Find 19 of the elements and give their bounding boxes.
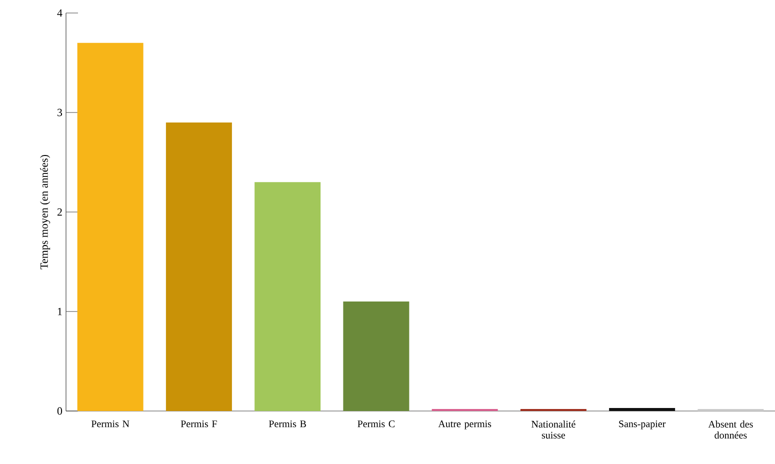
x-tick-label: Permis N: [91, 420, 130, 428]
x-tick-label: Permis B: [268, 420, 306, 428]
bar: [609, 408, 676, 411]
x-tick-label: Autre permis: [438, 420, 492, 430]
y-tick-label: 0: [57, 407, 62, 415]
y-axis-title: Temps moyen (en années): [40, 154, 50, 270]
x-tick-label: Absent des données: [708, 420, 753, 439]
bar: [343, 302, 410, 411]
bar: [166, 122, 232, 411]
y-tick-label: 1: [58, 308, 62, 316]
y-tick-label: 3: [58, 108, 62, 116]
y-tick-label: 4: [57, 9, 62, 17]
x-tick-label: Permis F: [180, 420, 217, 428]
x-tick-label: Sans-papier: [619, 420, 666, 430]
y-tick-label: 2: [57, 208, 62, 216]
bar: [77, 42, 144, 411]
x-tick-label: Permis C: [358, 420, 395, 428]
bar: [254, 182, 321, 411]
x-tick-label: Nationalité suisse: [532, 420, 576, 439]
